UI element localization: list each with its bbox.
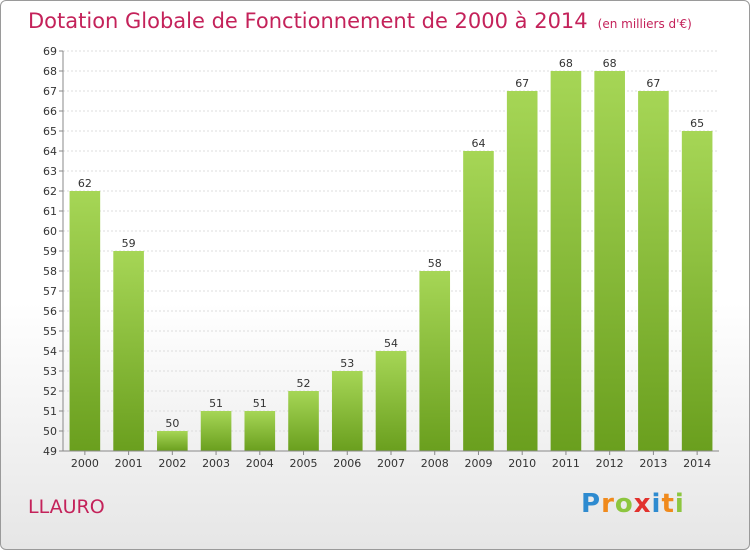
value-label-2011: 68 xyxy=(559,57,573,70)
value-label-2013: 67 xyxy=(646,77,660,90)
x-tick-label-2002: 2002 xyxy=(158,457,186,470)
bar-2005 xyxy=(288,391,319,451)
logo-letter: r xyxy=(601,489,615,519)
y-tick-label: 65 xyxy=(43,125,57,138)
y-axis-ticks: 49 50 51 52 53 54 55 56 57 58 59 60 61 62 63 64 65 66 67 68… xyxy=(43,45,63,458)
value-label-2007: 54 xyxy=(384,337,398,350)
x-tick-label-2003: 2003 xyxy=(202,457,230,470)
y-tick-label: 55 xyxy=(43,325,57,338)
bar-2014 xyxy=(681,131,713,451)
x-tick-label-2005: 2005 xyxy=(290,457,318,470)
x-tick-label-2004: 2004 xyxy=(246,457,274,470)
x-tick-label-2000: 2000 xyxy=(71,457,99,470)
bar-2011 xyxy=(550,71,582,451)
bar-2013 xyxy=(638,91,669,451)
x-tick-label-2010: 2010 xyxy=(508,457,536,470)
y-tick-label: 63 xyxy=(43,165,57,178)
y-tick-label: 53 xyxy=(43,365,57,378)
city-name: LLAURO xyxy=(28,496,105,518)
unit-label: (en milliers d'€) xyxy=(597,17,692,31)
y-tick-label: 59 xyxy=(43,245,57,258)
x-tick-label-2011: 2011 xyxy=(552,457,580,470)
bar-2010 xyxy=(506,91,538,451)
logo-letter: i xyxy=(651,489,662,519)
y-tick-label: 52 xyxy=(43,385,57,398)
bar-2000 xyxy=(69,191,101,451)
proxiti-logo: Proxiti xyxy=(581,489,685,519)
y-tick-label: 61 xyxy=(43,205,57,218)
bar-2012 xyxy=(594,71,625,451)
logo-letter: x xyxy=(633,489,652,519)
x-axis-ticks: 2000 2001 2002 2003 2004 2005 2006 2007 2008 2009… xyxy=(71,451,711,470)
y-tick-label: 56 xyxy=(43,305,57,318)
bar-2007 xyxy=(375,351,407,451)
y-tick-label: 67 xyxy=(43,85,57,98)
y-tick-label: 60 xyxy=(43,225,57,238)
value-label-2008: 58 xyxy=(428,257,442,270)
bar-2001 xyxy=(113,251,144,451)
y-tick-label: 58 xyxy=(43,265,57,278)
x-tick-label-2014: 2014 xyxy=(683,457,711,470)
bar-2004 xyxy=(244,411,276,451)
x-tick-label-2007: 2007 xyxy=(377,457,405,470)
value-label-2005: 52 xyxy=(297,377,311,390)
y-tick-label: 57 xyxy=(43,285,57,298)
chart-title: Dotation Globale de Fonctionnement de 20… xyxy=(28,9,692,33)
value-label-2010: 67 xyxy=(515,77,529,90)
bar-2003 xyxy=(200,411,232,451)
logo-letter: o xyxy=(614,489,634,519)
y-tick-label: 51 xyxy=(43,405,57,418)
x-tick-label-2009: 2009 xyxy=(464,457,492,470)
value-label-2012: 68 xyxy=(603,57,617,70)
x-tick-label-2001: 2001 xyxy=(115,457,143,470)
x-tick-label-2006: 2006 xyxy=(333,457,361,470)
value-label-2006: 53 xyxy=(340,357,354,370)
logo-letter: P xyxy=(581,489,602,519)
y-tick-label: 54 xyxy=(43,345,57,358)
value-label-2003: 51 xyxy=(209,397,223,410)
value-label-2014: 65 xyxy=(690,117,704,130)
value-label-2002: 50 xyxy=(165,417,179,430)
bars: 62 59 50 51 51 52 53 54 58 64 67 68 68 67 65 xyxy=(69,57,713,451)
x-tick-label-2013: 2013 xyxy=(639,457,667,470)
y-tick-label: 68 xyxy=(43,65,57,78)
logo-letter: i xyxy=(674,489,685,519)
value-label-2009: 64 xyxy=(471,137,485,150)
y-tick-label: 69 xyxy=(43,45,57,58)
bar-2008 xyxy=(419,271,451,451)
y-tick-label: 66 xyxy=(43,105,57,118)
y-tick-label: 64 xyxy=(43,145,57,158)
x-tick-label-2012: 2012 xyxy=(596,457,624,470)
value-label-2004: 51 xyxy=(253,397,267,410)
logo-letter: t xyxy=(661,489,675,519)
bar-2002 xyxy=(157,431,188,451)
x-tick-label-2008: 2008 xyxy=(421,457,449,470)
y-tick-label: 62 xyxy=(43,185,57,198)
bar-2006 xyxy=(331,371,363,451)
y-tick-label: 49 xyxy=(43,445,57,458)
value-label-2001: 59 xyxy=(122,237,136,250)
value-label-2000: 62 xyxy=(78,177,92,190)
y-tick-label: 50 xyxy=(43,425,57,438)
bar-2009 xyxy=(463,151,494,451)
